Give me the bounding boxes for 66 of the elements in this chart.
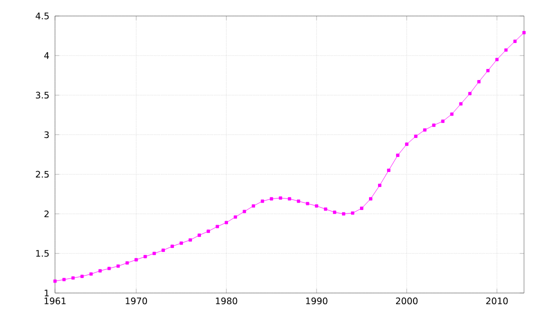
y-tick-label: 1.5	[36, 250, 49, 257]
point	[98, 269, 102, 272]
point	[441, 120, 444, 123]
point	[450, 112, 454, 116]
point	[360, 206, 364, 210]
point	[162, 248, 165, 252]
point	[432, 124, 436, 127]
point	[324, 207, 328, 211]
point	[332, 210, 336, 214]
x-tick-label: 1961	[44, 298, 66, 304]
x-tick-label: 1970	[126, 298, 147, 304]
point	[206, 230, 210, 233]
point	[126, 261, 129, 265]
point	[459, 102, 463, 106]
point	[260, 200, 264, 203]
point	[144, 254, 147, 258]
point	[414, 134, 418, 138]
y-tick-label: 2.5	[36, 170, 49, 178]
point	[134, 258, 138, 262]
point	[71, 276, 75, 280]
point	[350, 211, 354, 215]
x-tick-label: 1980	[216, 298, 238, 304]
y-tick-label: 4	[44, 52, 49, 59]
point	[378, 184, 382, 188]
point	[180, 241, 183, 245]
point	[89, 272, 93, 276]
x-tick-label: 1990	[306, 298, 328, 304]
point	[369, 197, 372, 200]
y-tick-label: 4.5	[36, 12, 49, 20]
y-tick-label: 3.5	[36, 92, 49, 99]
point	[80, 274, 84, 278]
point	[170, 244, 174, 248]
point	[53, 279, 57, 283]
point	[62, 278, 66, 282]
y-tick-label: 3	[44, 131, 49, 138]
point	[234, 215, 238, 219]
point	[306, 202, 310, 206]
y-tick-label: 2	[44, 210, 49, 218]
point	[152, 252, 156, 256]
point	[296, 200, 300, 203]
point	[522, 30, 526, 34]
x-tick-label: 2010	[486, 298, 508, 304]
point	[495, 58, 499, 62]
point	[405, 142, 408, 146]
x-tick-label: 2000	[396, 298, 418, 304]
point	[387, 168, 390, 172]
point	[107, 266, 111, 270]
point	[423, 128, 426, 132]
point	[224, 220, 228, 224]
point	[396, 154, 400, 157]
point	[342, 212, 346, 216]
point	[242, 210, 246, 214]
point	[486, 68, 490, 72]
point	[288, 197, 292, 200]
y-tick-label: 1	[44, 290, 49, 296]
point	[270, 197, 274, 200]
point	[468, 92, 472, 96]
point	[198, 234, 201, 237]
point	[188, 238, 192, 242]
point	[477, 80, 481, 84]
point	[504, 48, 508, 52]
point	[513, 40, 517, 43]
point	[216, 224, 219, 228]
point	[252, 204, 256, 208]
point	[314, 204, 318, 208]
point	[116, 264, 120, 268]
